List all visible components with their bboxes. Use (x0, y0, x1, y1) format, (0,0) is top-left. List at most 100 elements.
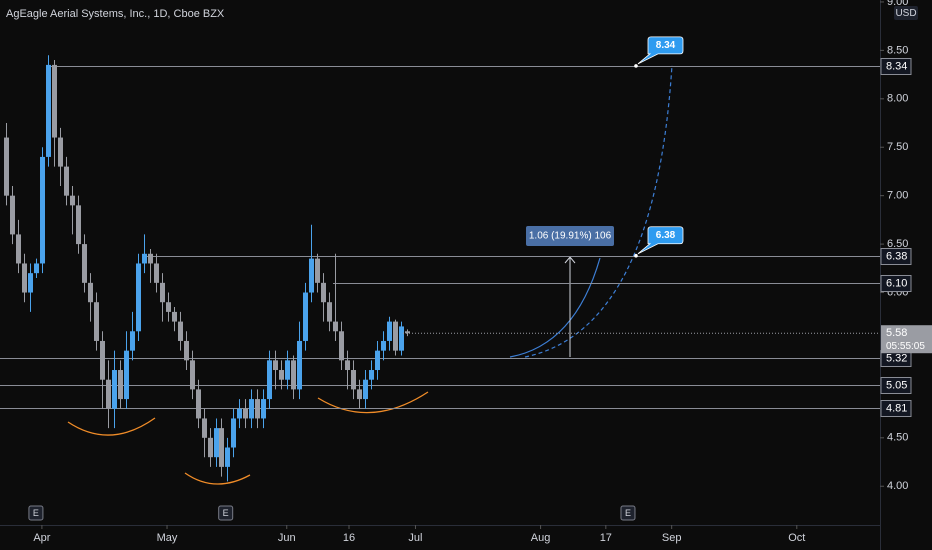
candle-body (160, 282, 165, 303)
candle-body (52, 64, 57, 138)
candle-body (106, 379, 111, 409)
candle-body (249, 399, 254, 419)
level-label-box (880, 275, 912, 292)
candle-body (166, 302, 171, 312)
candle-body (112, 370, 117, 409)
target-label: 6.38 (656, 230, 676, 241)
candle-body (118, 370, 123, 400)
y-tick-label: 4.50 (887, 432, 908, 444)
earnings-marker (620, 505, 636, 521)
currency-box (894, 6, 918, 20)
level-label: 5.05 (886, 379, 907, 391)
candle-body (214, 428, 219, 458)
candle-body (393, 321, 398, 351)
candle-body (130, 331, 135, 351)
candle-body (261, 399, 266, 419)
x-tick-label: May (157, 532, 178, 544)
candle-body (309, 258, 314, 293)
candle-body (237, 408, 242, 419)
candle-body (172, 311, 177, 322)
candle-body (148, 253, 153, 264)
earnings-marker (218, 505, 234, 521)
candle-body (351, 370, 356, 390)
candle-body (40, 156, 45, 264)
level-label-box (880, 377, 912, 394)
target-bubble (637, 226, 684, 255)
candle-body (34, 263, 39, 274)
y-tick-label: 6.50 (887, 238, 908, 250)
candle-body (345, 360, 350, 371)
candle-body (28, 273, 33, 293)
y-tick-label: 4.00 (887, 480, 908, 492)
candle-body (136, 263, 141, 332)
candle-body (196, 389, 201, 419)
arc-right (317, 391, 429, 414)
candle-body (399, 326, 404, 351)
chart-title: AgEagle Aerial Systems, Inc., 1D, Cboe B… (6, 8, 225, 20)
level-label: 5.32 (886, 352, 907, 364)
candle-body (142, 253, 147, 264)
candle-body (303, 292, 308, 341)
candle-body (315, 258, 320, 283)
candle-body (405, 331, 410, 334)
candle-body (219, 428, 224, 467)
candle-body (88, 282, 93, 303)
candle-body (357, 389, 362, 400)
arc-middle (184, 472, 251, 485)
projection-arc-dashed (524, 64, 673, 358)
target-point (634, 64, 638, 68)
measure-box (526, 226, 614, 246)
x-tick-label: Apr (33, 532, 50, 544)
y-tick-label: 7.50 (887, 141, 908, 153)
projection-arc (509, 257, 601, 358)
earnings-label: E (625, 508, 631, 518)
x-tick-label: 16 (343, 532, 355, 544)
level-label: 4.81 (886, 402, 907, 414)
candle-body (375, 350, 380, 371)
candle-body (273, 360, 278, 371)
candle-body (225, 447, 230, 467)
candle-body (339, 331, 344, 361)
candle-body (363, 379, 368, 400)
x-tick-label: Jun (278, 532, 296, 544)
candle-body (4, 137, 9, 196)
candle-body (387, 321, 392, 341)
x-tick-label: 17 (600, 532, 612, 544)
y-tick-label: 9.00 (887, 0, 908, 8)
last-price-box (881, 325, 932, 354)
level-label-box (880, 400, 912, 417)
level-label-box (880, 248, 912, 265)
y-tick-label: 7.00 (887, 190, 908, 202)
candle-body (333, 321, 338, 332)
candle-body (202, 418, 207, 438)
candle-body (243, 408, 248, 419)
candle-body (76, 205, 81, 245)
candle-body (178, 321, 183, 341)
measure-label: 1.06 (19.91%) 106 (529, 231, 612, 242)
earnings-label: E (33, 508, 39, 518)
candle-body (100, 340, 105, 380)
candle-body (297, 340, 302, 390)
candle-body (291, 360, 296, 390)
x-tick-label: Oct (788, 532, 805, 544)
candle-body (190, 360, 195, 390)
candle-body (94, 302, 99, 341)
y-tick-label: 8.50 (887, 44, 908, 56)
target-point (634, 253, 638, 258)
candle-body (321, 282, 326, 303)
target-bubble (637, 36, 684, 65)
last-price-label: 5.58 (886, 327, 907, 339)
candle-body (58, 137, 63, 167)
candle-body (82, 244, 87, 283)
x-tick-label: Sep (662, 532, 682, 544)
candle-body (154, 263, 159, 283)
candle-body (327, 302, 332, 322)
arc-left (67, 417, 156, 436)
candle-body (16, 234, 21, 264)
candle-body (267, 360, 272, 400)
earnings-marker (28, 505, 44, 521)
x-tick-label: Aug (531, 532, 551, 544)
target-label: 8.34 (656, 40, 676, 51)
candle-body (279, 370, 284, 380)
